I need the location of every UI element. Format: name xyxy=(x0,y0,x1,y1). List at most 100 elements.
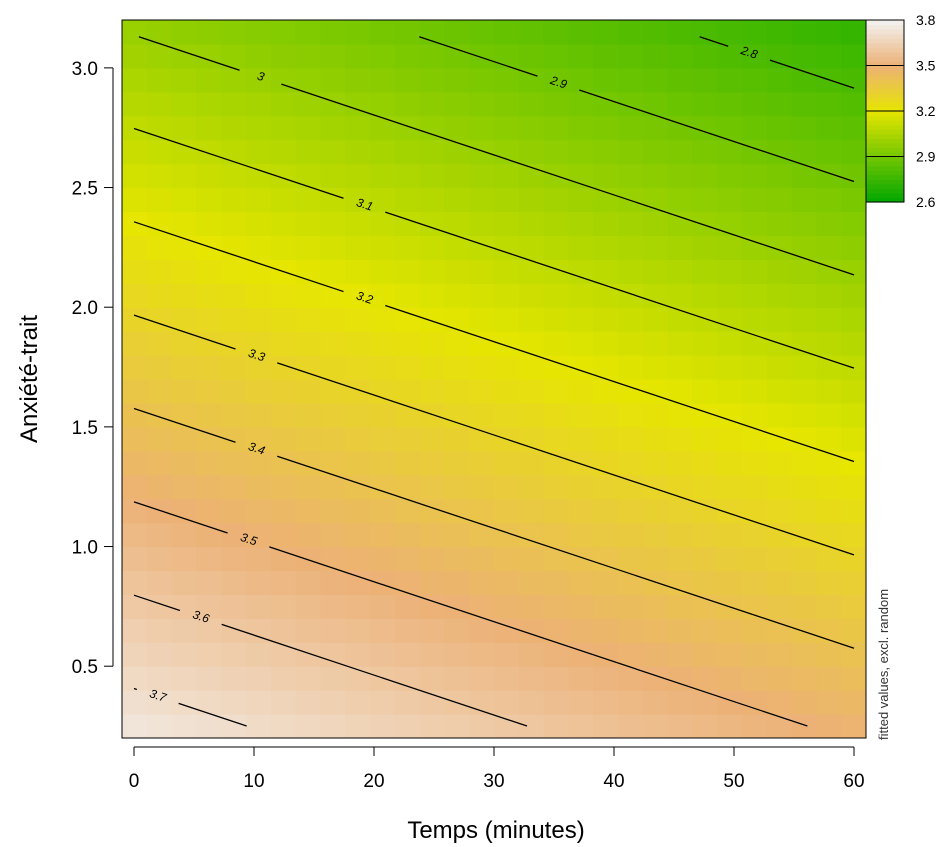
heatmap-cell xyxy=(568,91,594,117)
heatmap-cell xyxy=(345,115,371,141)
heatmap-cell xyxy=(816,402,842,428)
heatmap-cell xyxy=(667,331,693,356)
heatmap-cell xyxy=(146,235,173,260)
heatmap-cell xyxy=(667,498,693,524)
heatmap-cell xyxy=(295,546,321,572)
heatmap-cell xyxy=(246,91,272,117)
heatmap-cell xyxy=(320,355,346,380)
heatmap-cell xyxy=(717,618,743,643)
heatmap-cell xyxy=(171,283,197,308)
heatmap-cell xyxy=(394,594,421,619)
heatmap-cell xyxy=(122,426,148,452)
heatmap-cell xyxy=(295,163,321,189)
contour-label: 2.8 xyxy=(738,43,760,62)
heatmap-cell xyxy=(146,618,173,643)
heatmap-cell xyxy=(122,235,148,260)
heatmap-cell xyxy=(816,690,842,715)
x-tick-label: 0 xyxy=(129,771,140,792)
heatmap-cell xyxy=(419,714,445,738)
heatmap-cell xyxy=(841,450,866,476)
heatmap-cell xyxy=(717,714,743,738)
heatmap-cell xyxy=(717,666,743,691)
heatmap-cell xyxy=(270,690,297,715)
heatmap-cell xyxy=(568,43,594,69)
heatmap-cell xyxy=(742,259,768,284)
heatmap-cell xyxy=(593,20,619,45)
heatmap-cell xyxy=(246,570,272,595)
heatmap-cell xyxy=(246,402,272,428)
heatmap-cell xyxy=(841,594,866,619)
heatmap-cell xyxy=(171,402,197,428)
heatmap-cell xyxy=(196,307,222,332)
heatmap-cell xyxy=(494,714,520,738)
legend-swatch xyxy=(866,129,904,135)
heatmap-cell xyxy=(618,259,644,284)
heatmap-cell xyxy=(642,187,669,213)
heatmap-cell xyxy=(221,355,247,380)
heatmap-cell xyxy=(419,283,445,308)
heatmap-cell xyxy=(494,450,520,476)
legend-swatch xyxy=(866,79,904,85)
heatmap-cell xyxy=(370,67,396,93)
heatmap-cell xyxy=(518,43,545,69)
contour-line xyxy=(419,36,538,77)
contour-line xyxy=(178,702,247,727)
heatmap-cell xyxy=(221,20,247,45)
heatmap-cell xyxy=(692,115,718,141)
heatmap-cell xyxy=(593,498,619,524)
heatmap-cell xyxy=(494,594,520,619)
heatmap-cell xyxy=(122,570,148,595)
heatmap-cell xyxy=(543,115,569,141)
heatmap-cell xyxy=(320,498,346,524)
heatmap-cell xyxy=(518,498,545,524)
legend-swatch xyxy=(866,174,904,180)
heatmap-cell xyxy=(270,450,297,476)
heatmap-cell xyxy=(568,283,594,308)
heatmap-cell xyxy=(171,139,197,165)
heatmap-cell xyxy=(122,522,148,548)
heatmap-cell xyxy=(171,20,197,45)
heatmap-cell xyxy=(717,163,743,189)
heatmap-cell xyxy=(494,570,520,595)
heatmap-cell xyxy=(518,666,545,691)
heatmap-cell xyxy=(444,666,470,691)
heatmap-cell xyxy=(518,211,545,236)
heatmap-cell xyxy=(518,474,545,500)
heatmap-cell xyxy=(295,115,321,141)
heatmap-cell xyxy=(568,187,594,213)
heatmap-cell xyxy=(841,642,866,667)
heatmap-cell xyxy=(568,618,594,643)
heatmap-cell xyxy=(742,522,768,548)
heatmap-cell xyxy=(692,714,718,738)
heatmap-cell xyxy=(518,91,545,117)
heatmap-cell xyxy=(816,307,842,332)
heatmap-cell xyxy=(618,355,644,380)
heatmap-cell xyxy=(692,91,718,117)
heatmap-cell xyxy=(692,283,718,308)
heatmap-cell xyxy=(841,163,866,189)
heatmap-cell xyxy=(816,139,842,165)
heatmap-cell xyxy=(345,43,371,69)
heatmap-cell xyxy=(692,235,718,260)
heatmap-cell xyxy=(394,450,421,476)
y-tick-label: 1.0 xyxy=(72,538,98,559)
heatmap-cell xyxy=(642,331,669,356)
legend-swatch xyxy=(866,60,904,67)
heatmap-cell xyxy=(370,450,396,476)
heatmap-cell xyxy=(246,331,272,356)
heatmap-cell xyxy=(543,474,569,500)
heatmap-cell xyxy=(370,235,396,260)
heatmap-cell xyxy=(171,474,197,500)
heatmap-cell xyxy=(692,187,718,213)
heatmap-cell xyxy=(518,570,545,595)
y-tick-label: 3.0 xyxy=(72,59,98,80)
heatmap-cell xyxy=(295,666,321,691)
heatmap-cell xyxy=(667,594,693,619)
heatmap-cell xyxy=(766,43,793,69)
heatmap-cell xyxy=(419,522,445,548)
heatmap-cell xyxy=(171,235,197,260)
heatmap-cell xyxy=(469,546,495,572)
heatmap-cell xyxy=(742,546,768,572)
heatmap-cell xyxy=(246,283,272,308)
heatmap-cell xyxy=(568,474,594,500)
